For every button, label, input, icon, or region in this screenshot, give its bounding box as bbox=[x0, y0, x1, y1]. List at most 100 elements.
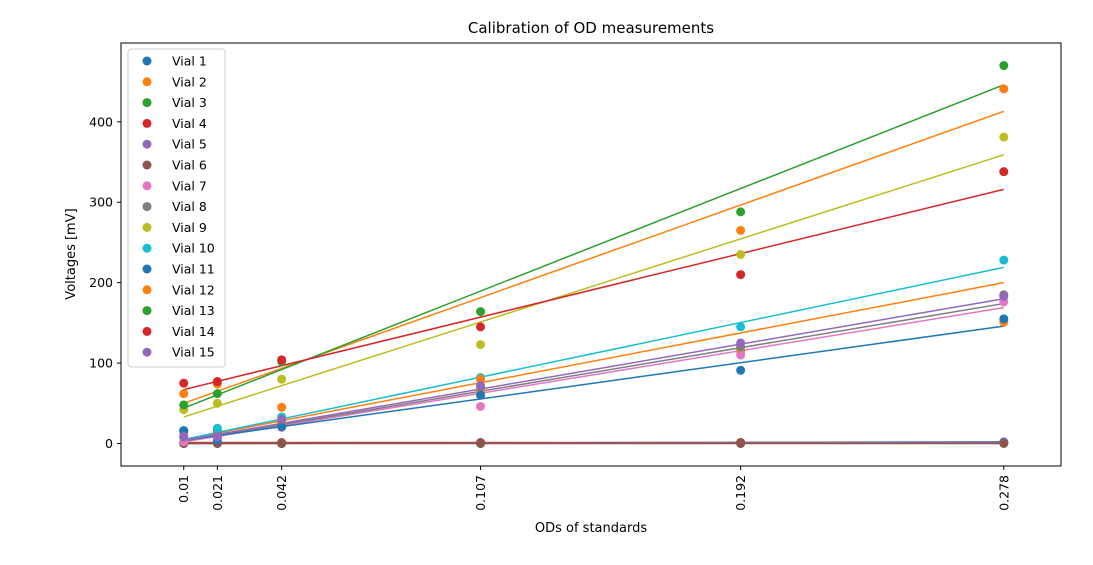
legend-label-vial-1: Vial 1 bbox=[172, 54, 207, 69]
y-tick-label: 400 bbox=[89, 114, 113, 129]
data-point-vial-13 bbox=[212, 389, 222, 399]
legend-label-vial-3: Vial 3 bbox=[172, 95, 207, 110]
data-point-vial-15 bbox=[999, 291, 1009, 301]
legend-marker-vial-1 bbox=[142, 56, 152, 66]
legend-marker-vial-6 bbox=[142, 160, 152, 170]
fit-line-2 bbox=[183, 281, 1004, 441]
data-point-vial-13 bbox=[179, 400, 189, 410]
data-point-vial-9 bbox=[999, 132, 1009, 142]
chart-title: Calibration of OD measurements bbox=[468, 19, 714, 37]
x-axis-ticks: 0.01 0.021 0.042 0.107 0.192 0.278 bbox=[176, 466, 1011, 511]
legend-label-vial-6: Vial 6 bbox=[172, 158, 207, 173]
legend-label-vial-4: Vial 4 bbox=[172, 116, 207, 131]
fit-line-10 bbox=[183, 266, 1004, 441]
data-point-vial-15 bbox=[212, 432, 222, 442]
fit-line-7 bbox=[183, 306, 1004, 443]
data-point-vial-11 bbox=[476, 390, 486, 400]
legend-label-vial-5: Vial 5 bbox=[172, 137, 207, 152]
fit-lines bbox=[183, 84, 1005, 445]
x-tick-label: 0.042 bbox=[274, 475, 289, 511]
data-point-vial-9 bbox=[736, 250, 746, 259]
y-tick-label: 0 bbox=[105, 436, 113, 451]
legend-marker-vial-7 bbox=[142, 181, 152, 191]
data-point-vial-7 bbox=[476, 401, 486, 411]
data-point-vial-12 bbox=[476, 374, 486, 384]
legend-marker-vial-8 bbox=[142, 202, 152, 212]
data-point-vial-12 bbox=[277, 402, 287, 412]
data-point-vial-12 bbox=[179, 389, 189, 399]
data-point-vial-12 bbox=[736, 225, 746, 235]
legend-frame bbox=[127, 48, 226, 368]
data-point-vial-14 bbox=[476, 322, 486, 332]
data-point-vial-14 bbox=[736, 270, 746, 280]
data-point-vial-10 bbox=[736, 322, 746, 332]
data-point-vial-15 bbox=[277, 414, 287, 424]
legend-label-vial-10: Vial 10 bbox=[172, 241, 215, 256]
x-tick-label: 0.021 bbox=[210, 475, 225, 511]
legend-marker-vial-10 bbox=[142, 243, 152, 253]
legend-label-vial-13: Vial 13 bbox=[172, 303, 215, 318]
legend-label-vial-2: Vial 2 bbox=[172, 74, 207, 89]
fit-line-9 bbox=[183, 154, 1005, 418]
data-point-vial-9 bbox=[476, 340, 486, 350]
legend-marker-vial-3 bbox=[142, 98, 152, 108]
data-points bbox=[179, 61, 1009, 448]
data-point-vial-11 bbox=[736, 365, 746, 375]
legend-marker-vial-14 bbox=[142, 326, 152, 336]
y-axis-label: Voltages [mV] bbox=[64, 208, 79, 299]
data-point-vial-13 bbox=[999, 61, 1009, 71]
x-tick-label: 0.278 bbox=[996, 475, 1011, 511]
x-tick-label: 0.01 bbox=[176, 475, 191, 503]
data-point-vial-6 bbox=[277, 438, 287, 448]
data-point-vial-10 bbox=[999, 255, 1009, 265]
data-point-vial-15 bbox=[179, 431, 189, 441]
legend-marker-vial-4 bbox=[142, 118, 152, 128]
data-point-vial-6 bbox=[476, 438, 486, 448]
legend-marker-vial-15 bbox=[142, 347, 152, 357]
data-point-vial-7 bbox=[736, 350, 746, 360]
data-point-vial-9 bbox=[212, 398, 222, 408]
fit-line-13 bbox=[183, 84, 1005, 409]
legend-marker-vial-2 bbox=[142, 77, 152, 87]
data-point-vial-14 bbox=[212, 377, 222, 387]
data-point-vial-13 bbox=[476, 307, 486, 317]
x-tick-label: 0.107 bbox=[473, 475, 488, 511]
legend-label-vial-15: Vial 15 bbox=[172, 345, 215, 360]
legend-label-vial-14: Vial 14 bbox=[172, 324, 215, 339]
data-point-vial-14 bbox=[179, 378, 189, 388]
legend-marker-vial-5 bbox=[142, 139, 152, 149]
legend-marker-vial-13 bbox=[142, 306, 152, 316]
y-tick-label: 200 bbox=[89, 275, 113, 290]
legend: Vial 1 Vial 2 Vial 3 Vial 4 Vial 5 Vial 6 Vial… bbox=[127, 48, 226, 368]
legend-marker-vial-9 bbox=[142, 222, 152, 232]
y-axis-ticks: 0 100 200 300 400 bbox=[89, 114, 121, 451]
y-tick-label: 100 bbox=[89, 356, 113, 371]
fit-line-11 bbox=[183, 325, 1004, 442]
fit-line-14 bbox=[183, 188, 1004, 391]
y-tick-label: 300 bbox=[89, 195, 113, 210]
legend-label-vial-7: Vial 7 bbox=[172, 178, 207, 193]
data-point-vial-12 bbox=[999, 84, 1009, 94]
x-axis-label: ODs of standards bbox=[535, 521, 647, 536]
plot-area-frame bbox=[120, 42, 1062, 467]
data-point-vial-13 bbox=[736, 207, 746, 217]
fit-line-15 bbox=[183, 297, 1004, 442]
data-point-vial-11 bbox=[277, 422, 287, 432]
data-point-vial-6 bbox=[736, 438, 746, 448]
legend-label-vial-8: Vial 8 bbox=[172, 199, 207, 214]
data-point-vial-15 bbox=[476, 381, 486, 391]
fit-line-8 bbox=[183, 302, 1004, 442]
data-point-vial-9 bbox=[277, 374, 287, 384]
data-point-vial-11 bbox=[999, 314, 1009, 324]
data-point-vial-14 bbox=[999, 167, 1009, 177]
x-tick-label: 0.192 bbox=[733, 475, 748, 511]
legend-marker-vial-12 bbox=[142, 285, 152, 295]
legend-label-vial-12: Vial 12 bbox=[172, 282, 215, 297]
data-point-vial-15 bbox=[736, 338, 746, 348]
data-point-vial-14 bbox=[277, 355, 287, 365]
legend-label-vial-11: Vial 11 bbox=[172, 262, 215, 277]
legend-marker-vial-11 bbox=[142, 264, 152, 274]
data-point-vial-10 bbox=[212, 423, 222, 433]
data-point-vial-6 bbox=[999, 438, 1009, 448]
